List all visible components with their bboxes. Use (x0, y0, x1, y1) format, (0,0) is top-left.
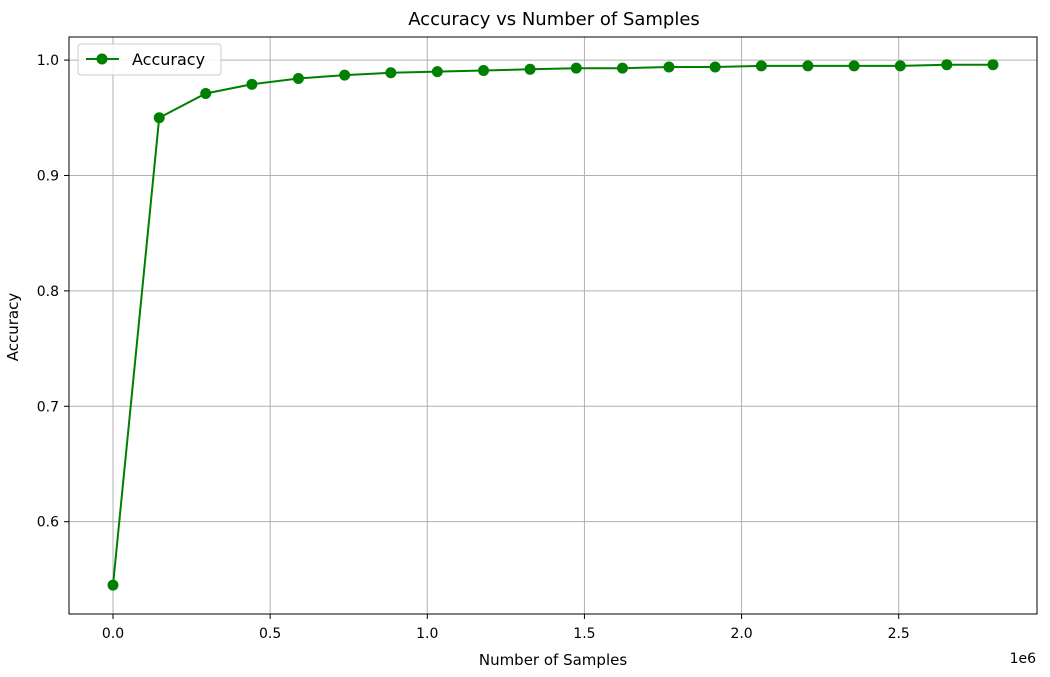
data-point (570, 62, 582, 74)
series-layer (107, 59, 999, 591)
x-axis-label: Number of Samples (479, 651, 627, 669)
x-tick-label: 2.5 (888, 626, 910, 642)
y-axis-label: Accuracy (4, 293, 22, 362)
data-point (755, 60, 767, 72)
y-tick-label: 0.8 (37, 284, 59, 300)
x-tick-label: 1.5 (573, 626, 595, 642)
data-point (292, 73, 304, 85)
plot-axes-frame (68, 36, 1038, 615)
data-point (987, 59, 999, 71)
y-tick-label: 0.7 (37, 399, 59, 415)
y-tick-label: 1.0 (37, 53, 59, 69)
legend: Accuracy (77, 43, 222, 76)
series-line-accuracy (112, 63, 993, 586)
chart-title: Accuracy vs Number of Samples (408, 9, 700, 30)
data-point (107, 579, 119, 591)
y-tick-label: 0.9 (37, 168, 59, 184)
data-point (524, 63, 536, 75)
x-tick-label: 0.5 (259, 626, 281, 642)
legend-box (77, 43, 222, 76)
data-point (385, 67, 397, 79)
y-tick-label: 0.6 (37, 515, 59, 531)
legend-series-label: Accuracy (132, 50, 205, 69)
legend-series-marker (96, 53, 108, 65)
data-point (663, 61, 675, 73)
axis-ticks: 0.0 0.5 1.0 1.5 2.0 2.5 0.6 0.7 0.8 0.9 1.0 (37, 53, 910, 642)
data-point (802, 60, 814, 72)
data-point (894, 60, 906, 72)
data-point (941, 59, 953, 71)
data-point (848, 60, 860, 72)
data-point (431, 66, 443, 78)
x-tick-label: 1.0 (416, 626, 438, 642)
plot-frame (68, 36, 1038, 615)
x-tick-label: 2.0 (730, 626, 752, 642)
data-point (616, 62, 628, 74)
data-point (339, 69, 351, 81)
data-point (246, 78, 258, 90)
data-point (200, 88, 212, 100)
data-point (153, 112, 165, 124)
grid-lines (69, 37, 1037, 614)
x-axis-offset-label: 1e6 (1010, 651, 1037, 667)
data-point (478, 64, 490, 76)
x-tick-label: 0.0 (102, 626, 124, 642)
data-point (709, 61, 721, 73)
